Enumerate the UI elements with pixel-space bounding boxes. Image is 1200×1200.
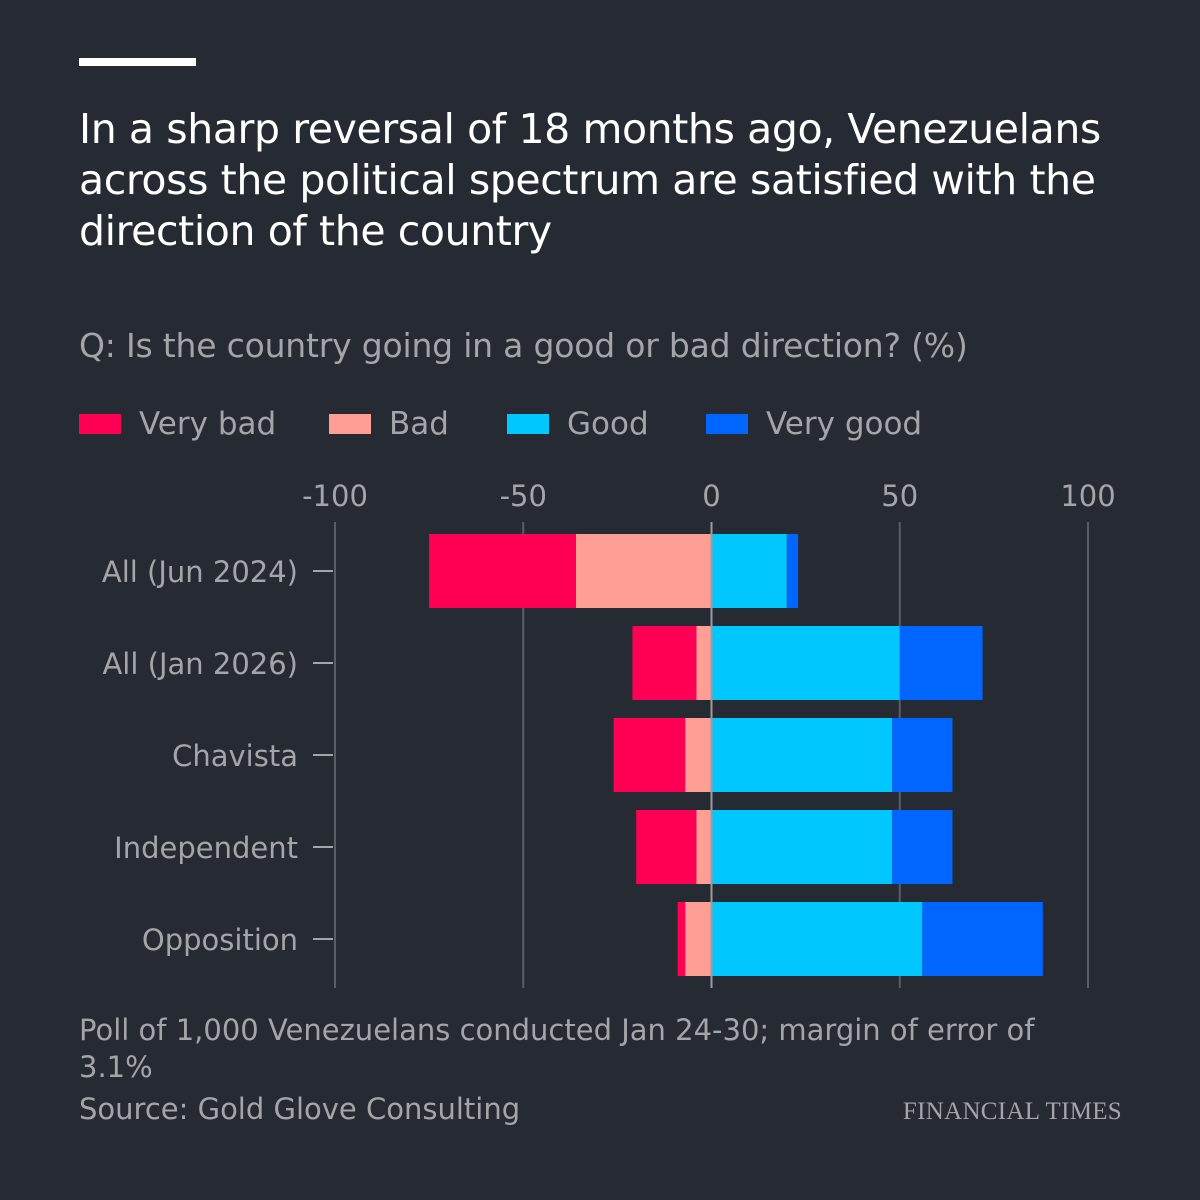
bar-very-good-chavista: [892, 718, 953, 792]
bar-bad-all-jan-2026: [696, 626, 712, 700]
bar-very-bad-chavista: [613, 718, 686, 792]
bar-good-independent: [711, 810, 893, 884]
category-label-all-jun-2024: All (Jun 2024): [102, 555, 298, 589]
diverging-bar-chart: -100 -50 0 50 100 All (Jun 2024) All (Jan 2026…: [102, 479, 1116, 988]
x-tick-label: -50: [500, 479, 547, 513]
x-tick-label: -100: [302, 479, 368, 513]
bar-very-bad-all-jun-2024: [429, 534, 576, 608]
ft-top-rule: [79, 58, 196, 66]
legend-item-very-bad: Very bad: [79, 402, 276, 446]
bar-very-bad-all-jan-2026: [632, 626, 697, 700]
bar-very-bad-independent: [636, 810, 697, 884]
category-label-all-jan-2026: All (Jan 2026): [102, 647, 298, 681]
bar-very-bad-opposition: [677, 902, 686, 976]
chart-subtitle: Q: Is the country going in a good or bad…: [79, 326, 968, 365]
bar-good-opposition: [711, 902, 923, 976]
legend-label-good: Good: [567, 406, 649, 442]
chart-notes: Poll of 1,000 Venezuelans conducted Jan …: [79, 1013, 1035, 1084]
bar-bad-independent: [696, 810, 712, 884]
chart-title: In a sharp reversal of 18 months ago, Ve…: [79, 105, 1101, 255]
legend-swatch-very-bad: [79, 414, 121, 434]
bar-bad-all-jun-2024: [575, 534, 712, 608]
x-tick-label: 0: [702, 479, 720, 513]
bar-good-all-jan-2026: [711, 626, 900, 700]
legend-swatch-very-good: [706, 414, 748, 434]
category-label-opposition: Opposition: [142, 923, 298, 957]
bar-good-chavista: [711, 718, 893, 792]
financial-times-logo: FINANCIAL TIMES: [902, 1098, 1122, 1125]
bar-very-good-opposition: [922, 902, 1043, 976]
bar-very-good-all-jun-2024: [786, 534, 799, 608]
bar-very-good-independent: [892, 810, 953, 884]
legend-label-very-good: Very good: [766, 406, 923, 442]
category-label-independent: Independent: [114, 831, 298, 865]
x-tick-label: 100: [1060, 479, 1115, 513]
chart-source: Source: Gold Glove Consulting: [79, 1092, 521, 1126]
legend-swatch-good: [507, 414, 549, 434]
legend-item-very-good: Very good: [706, 402, 922, 446]
legend-item-good: Good: [507, 402, 649, 446]
category-label-chavista: Chavista: [172, 739, 298, 773]
legend-swatch-bad: [329, 414, 371, 434]
legend-label-very-bad: Very bad: [139, 406, 277, 442]
x-tick-label: 50: [881, 479, 918, 513]
legend-item-bad: Bad: [329, 402, 449, 446]
bar-bad-opposition: [685, 902, 712, 976]
legend-label-bad: Bad: [389, 406, 449, 442]
bar-very-good-all-jan-2026: [899, 626, 983, 700]
bar-good-all-jun-2024: [711, 534, 787, 608]
bar-bad-chavista: [685, 718, 712, 792]
